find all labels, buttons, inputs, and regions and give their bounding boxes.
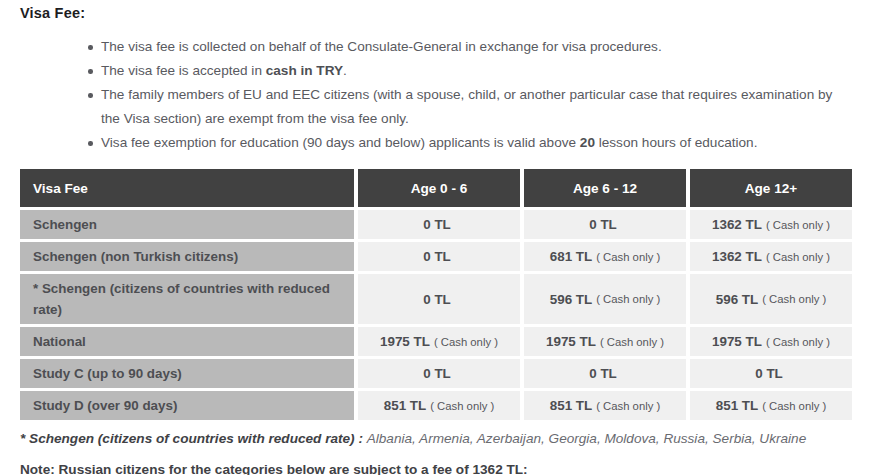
- fee-amount: 1362 TL: [712, 217, 762, 232]
- fee-amount: 1362 TL: [712, 249, 762, 264]
- footnote-label: * Schengen (citizens of countries with r…: [20, 431, 367, 446]
- fee-amount: 0 TL: [423, 217, 451, 232]
- bullet-text: Visa fee exemption for education (90 day…: [101, 135, 580, 150]
- fee-cell: 1975 TL ( Cash only ): [690, 327, 852, 356]
- fee-note: ( Cash only ): [430, 400, 494, 412]
- fee-amount: 1975 TL: [380, 334, 430, 349]
- bullet-text: The visa fee is accepted in: [101, 63, 266, 78]
- header-cell-visa-fee: Visa Fee: [20, 169, 354, 207]
- bullet-list: The visa fee is collected on behalf of t…: [0, 35, 879, 155]
- fee-cell: 851 TL ( Cash only ): [524, 391, 686, 420]
- bullet-text: lesson hours of education.: [595, 135, 757, 150]
- list-item: Visa fee exemption for education (90 day…: [101, 131, 849, 155]
- fee-cell: 1975 TL ( Cash only ): [358, 327, 520, 356]
- fee-amount: 1975 TL: [712, 334, 762, 349]
- row-label-cell: Schengen: [20, 210, 354, 239]
- fee-cell: 0 TL: [690, 359, 852, 388]
- bullet-bold-text: 20: [580, 135, 595, 150]
- list-item: The family members of EU and EEC citizen…: [101, 83, 849, 131]
- fee-amount: 596 TL: [716, 292, 758, 307]
- fee-note: ( Cash only ): [762, 400, 826, 412]
- fee-amount: 0 TL: [755, 366, 783, 381]
- fee-note: ( Cash only ): [762, 293, 826, 305]
- page-title: Visa Fee:: [0, 0, 879, 21]
- fee-note: ( Cash only ): [434, 336, 498, 348]
- bullet-text: .: [343, 63, 347, 78]
- header-cell-age-6-12: Age 6 - 12: [524, 169, 686, 207]
- table-row: National 1975 TL ( Cash only ) 1975 TL ( C…: [20, 327, 852, 356]
- fee-note: ( Cash only ): [766, 336, 830, 348]
- fee-note: ( Cash only ): [766, 219, 830, 231]
- row-label-cell: * Schengen (citizens of countries with r…: [20, 274, 354, 324]
- fee-amount: 851 TL: [384, 398, 426, 413]
- fee-amount: 0 TL: [423, 249, 451, 264]
- fee-note: ( Cash only ): [766, 251, 830, 263]
- table-row: Schengen (non Turkish citizens) 0 TL 681…: [20, 242, 852, 271]
- header-cell-age-0-6: Age 0 - 6: [358, 169, 520, 207]
- visa-fee-page: Visa Fee: The visa fee is collected on b…: [0, 0, 879, 475]
- list-item: The visa fee is accepted in cash in TRY.: [101, 59, 849, 83]
- table-row: * Schengen (citizens of countries with r…: [20, 274, 852, 324]
- header-cell-age-12plus: Age 12+: [690, 169, 852, 207]
- fee-cell: 596 TL ( Cash only ): [690, 274, 852, 324]
- fee-amount: 0 TL: [589, 366, 617, 381]
- fee-cell: 0 TL: [358, 359, 520, 388]
- table-row: Schengen 0 TL 0 TL 1362 TL ( Cash only ): [20, 210, 852, 239]
- table-header-row: Visa Fee Age 0 - 6 Age 6 - 12 Age 12+: [20, 169, 852, 207]
- fee-cell: 0 TL: [358, 242, 520, 271]
- bullet-text: The family members of EU and EEC citizen…: [101, 87, 832, 126]
- russian-citizens-note: Note: Russian citizens for the categorie…: [20, 462, 879, 475]
- fee-note: ( Cash only ): [596, 293, 660, 305]
- fee-amount: 1975 TL: [546, 334, 596, 349]
- fee-cell: 0 TL: [358, 274, 520, 324]
- fee-cell: 0 TL: [358, 210, 520, 239]
- row-label-cell: Schengen (non Turkish citizens): [20, 242, 354, 271]
- fee-amount: 851 TL: [550, 398, 592, 413]
- fee-cell: 1362 TL ( Cash only ): [690, 210, 852, 239]
- fee-cell: 1362 TL ( Cash only ): [690, 242, 852, 271]
- list-item: The visa fee is collected on behalf of t…: [101, 35, 849, 59]
- fee-cell: 1975 TL ( Cash only ): [524, 327, 686, 356]
- row-label-cell: Study C (up to 90 days): [20, 359, 354, 388]
- fee-note: ( Cash only ): [600, 336, 664, 348]
- visa-fee-table: Visa Fee Age 0 - 6 Age 6 - 12 Age 12+ Sc…: [20, 169, 852, 420]
- fee-note: ( Cash only ): [596, 400, 660, 412]
- fee-cell: 851 TL ( Cash only ): [690, 391, 852, 420]
- fee-amount: 0 TL: [423, 292, 451, 307]
- fee-cell: 681 TL ( Cash only ): [524, 242, 686, 271]
- bullet-text: The visa fee is collected on behalf of t…: [101, 39, 662, 54]
- fee-amount: 681 TL: [550, 249, 592, 264]
- fee-cell: 0 TL: [524, 359, 686, 388]
- table-row: Study D (over 90 days) 851 TL ( Cash only…: [20, 391, 852, 420]
- fee-amount: 851 TL: [716, 398, 758, 413]
- row-label-cell: National: [20, 327, 354, 356]
- fee-cell: 0 TL: [524, 210, 686, 239]
- fee-cell: 596 TL ( Cash only ): [524, 274, 686, 324]
- footnote-countries: Albania, Armenia, Azerbaijan, Georgia, M…: [367, 431, 807, 446]
- table-row: Study C (up to 90 days) 0 TL 0 TL 0 TL: [20, 359, 852, 388]
- fee-cell: 851 TL ( Cash only ): [358, 391, 520, 420]
- row-label-cell: Study D (over 90 days): [20, 391, 354, 420]
- reduced-rate-footnote: * Schengen (citizens of countries with r…: [20, 431, 879, 446]
- fee-amount: 0 TL: [423, 366, 451, 381]
- bullet-bold-text: cash in TRY: [266, 63, 343, 78]
- fee-note: ( Cash only ): [596, 251, 660, 263]
- fee-amount: 596 TL: [550, 292, 592, 307]
- fee-amount: 0 TL: [589, 217, 617, 232]
